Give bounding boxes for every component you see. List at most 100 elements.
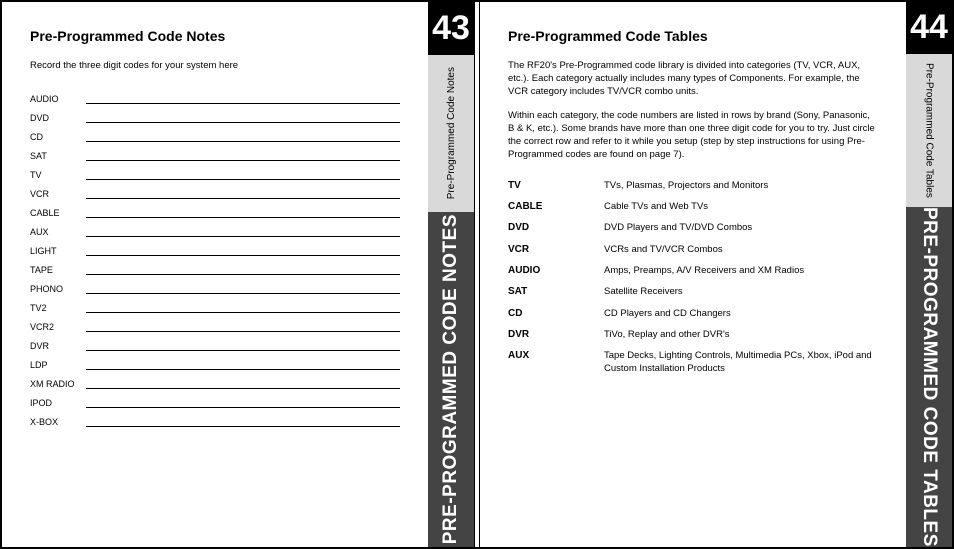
- category-key: TV: [508, 180, 604, 191]
- left-rail: 43 Pre-Programmed Code Notes PRE-PROGRAM…: [428, 2, 474, 547]
- category-key: CABLE: [508, 201, 604, 212]
- code-row: VCR2: [30, 315, 400, 332]
- category-row: TVTVs, Plasmas, Projectors and Monitors: [508, 180, 878, 192]
- code-row-label: XM RADIO: [30, 379, 86, 389]
- code-row-line: [86, 263, 400, 275]
- code-row-label: PHONO: [30, 284, 86, 294]
- code-row: X-BOX: [30, 410, 400, 427]
- code-row: TAPE: [30, 258, 400, 275]
- category-value: TiVo, Replay and other DVR's: [604, 329, 730, 341]
- code-row: TV2: [30, 296, 400, 313]
- category-row: DVRTiVo, Replay and other DVR's: [508, 329, 878, 341]
- category-value: Cable TVs and Web TVs: [604, 201, 708, 213]
- code-row-line: [86, 339, 400, 351]
- right-heading: Pre-Programmed Code Tables: [508, 28, 878, 44]
- category-row: CABLECable TVs and Web TVs: [508, 201, 878, 213]
- category-key: VCR: [508, 244, 604, 255]
- code-row-label: X-BOX: [30, 417, 86, 427]
- left-rail-small-text: Pre-Programmed Code Notes: [446, 67, 457, 199]
- left-rail-large: PRE-PROGRAMMED CODE NOTES: [428, 212, 474, 547]
- right-content: Pre-Programmed Code Tables The RF20's Pr…: [480, 2, 906, 547]
- code-row: PHONO: [30, 277, 400, 294]
- left-rail-large-text: PRE-PROGRAMMED CODE NOTES: [440, 214, 462, 544]
- category-key: DVR: [508, 329, 604, 340]
- page-right: Pre-Programmed Code Tables The RF20's Pr…: [480, 2, 952, 547]
- right-rail-small-text: Pre-Programmed Code Tables: [924, 63, 935, 198]
- page-spread: 43 Pre-Programmed Code Notes PRE-PROGRAM…: [0, 0, 954, 549]
- category-key: CD: [508, 308, 604, 319]
- code-row: TV: [30, 163, 400, 180]
- code-row-line: [86, 130, 400, 142]
- code-row-line: [86, 92, 400, 104]
- left-heading: Pre-Programmed Code Notes: [30, 28, 400, 44]
- code-row-label: IPOD: [30, 398, 86, 408]
- code-row-line: [86, 415, 400, 427]
- category-row: CDCD Players and CD Changers: [508, 308, 878, 320]
- category-row: AUDIOAmps, Preamps, A/V Receivers and XM…: [508, 265, 878, 277]
- code-notes-list: AUDIO DVD CD SAT TV VCR CABLE AUX LIGHT TAPE PHONO…: [30, 87, 400, 427]
- category-row: DVDDVD Players and TV/DVD Combos: [508, 222, 878, 234]
- category-value: VCRs and TV/VCR Combos: [604, 244, 723, 256]
- category-table: TVTVs, Plasmas, Projectors and MonitorsC…: [508, 180, 878, 375]
- category-value: CD Players and CD Changers: [604, 308, 731, 320]
- code-row-line: [86, 396, 400, 408]
- code-row-label: AUDIO: [30, 94, 86, 104]
- code-row-line: [86, 282, 400, 294]
- code-row: LIGHT: [30, 239, 400, 256]
- code-row-line: [86, 301, 400, 313]
- code-row-label: DVD: [30, 113, 86, 123]
- code-row: AUDIO: [30, 87, 400, 104]
- code-row-label: SAT: [30, 151, 86, 161]
- category-value: Tape Decks, Lighting Controls, Multimedi…: [604, 350, 878, 375]
- category-key: AUDIO: [508, 265, 604, 276]
- code-row-label: TV2: [30, 303, 86, 313]
- code-row-label: LDP: [30, 360, 86, 370]
- left-rail-small: Pre-Programmed Code Notes: [428, 54, 474, 212]
- left-intro: Record the three digit codes for your sy…: [30, 60, 400, 73]
- code-row-line: [86, 206, 400, 218]
- page-number-left: 43: [428, 2, 474, 54]
- code-row-label: AUX: [30, 227, 86, 237]
- right-para2: Within each category, the code numbers a…: [508, 110, 878, 161]
- category-key: AUX: [508, 350, 604, 361]
- code-row-label: CABLE: [30, 208, 86, 218]
- code-row-label: VCR2: [30, 322, 86, 332]
- code-row: CABLE: [30, 201, 400, 218]
- category-row: VCRVCRs and TV/VCR Combos: [508, 244, 878, 256]
- code-row-label: DVR: [30, 341, 86, 351]
- code-row-label: CD: [30, 132, 86, 142]
- right-para1: The RF20's Pre-Programmed code library i…: [508, 60, 878, 98]
- code-row-line: [86, 358, 400, 370]
- code-row-line: [86, 244, 400, 256]
- category-key: DVD: [508, 222, 604, 233]
- code-row-line: [86, 225, 400, 237]
- code-row-label: TAPE: [30, 265, 86, 275]
- page-left: 43 Pre-Programmed Code Notes PRE-PROGRAM…: [2, 2, 474, 547]
- code-row: DVR: [30, 334, 400, 351]
- code-row-line: [86, 168, 400, 180]
- right-rail: 44 Pre-Programmed Code Tables PRE-PROGRA…: [906, 2, 952, 547]
- category-row: AUXTape Decks, Lighting Controls, Multim…: [508, 350, 878, 375]
- category-value: Satellite Receivers: [604, 286, 683, 298]
- code-row: IPOD: [30, 391, 400, 408]
- code-row: DVD: [30, 106, 400, 123]
- code-row-label: LIGHT: [30, 246, 86, 256]
- category-value: DVD Players and TV/DVD Combos: [604, 222, 752, 234]
- code-row: VCR: [30, 182, 400, 199]
- code-row: CD: [30, 125, 400, 142]
- code-row-line: [86, 377, 400, 389]
- code-row: AUX: [30, 220, 400, 237]
- code-row: XM RADIO: [30, 372, 400, 389]
- page-number-right: 44: [906, 2, 952, 53]
- category-key: SAT: [508, 286, 604, 297]
- left-content: Pre-Programmed Code Notes Record the thr…: [2, 2, 428, 547]
- category-row: SATSatellite Receivers: [508, 286, 878, 298]
- category-value: TVs, Plasmas, Projectors and Monitors: [604, 180, 768, 192]
- category-value: Amps, Preamps, A/V Receivers and XM Radi…: [604, 265, 804, 277]
- right-rail-small: Pre-Programmed Code Tables: [906, 53, 952, 207]
- code-row-label: VCR: [30, 189, 86, 199]
- right-rail-large-text: PRE-PROGRAMMED CODE TABLES: [918, 207, 940, 547]
- code-row-line: [86, 111, 400, 123]
- code-row-label: TV: [30, 170, 86, 180]
- code-row: SAT: [30, 144, 400, 161]
